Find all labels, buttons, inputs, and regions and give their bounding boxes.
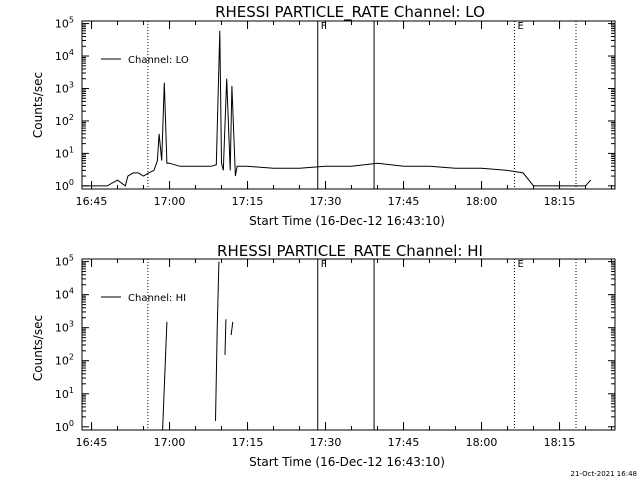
x-tick-label: 17:00 xyxy=(154,195,186,208)
x-ticks-hi: 16:45 17:00 17:15 17:30 17:45 18:00 18:15 xyxy=(76,259,613,449)
y-tick-label: 104 xyxy=(55,287,74,302)
y-tick-label: 101 xyxy=(55,145,74,160)
y-tick-base: 10 xyxy=(55,147,69,160)
y-tick-label: 102 xyxy=(55,113,74,128)
y-tick-exponent: 1 xyxy=(69,145,74,154)
y-tick-base: 10 xyxy=(55,355,69,368)
y-tick-base: 10 xyxy=(55,322,69,335)
series-line xyxy=(224,319,227,355)
y-tick-label: 102 xyxy=(55,353,74,368)
x-tick-label: 17:45 xyxy=(388,436,420,449)
y-tick-exponent: 3 xyxy=(69,320,74,329)
data-series-lo xyxy=(82,30,592,187)
y-tick-base: 10 xyxy=(55,82,69,95)
y-tick-base: 10 xyxy=(55,115,69,128)
event-marker-label: E xyxy=(517,21,523,32)
x-tick-label: 16:45 xyxy=(76,195,108,208)
y-tick-exponent: 3 xyxy=(69,80,74,89)
y-tick-label: 105 xyxy=(55,16,74,31)
series-line xyxy=(230,321,234,336)
vertical-lines-lo xyxy=(147,21,577,189)
y-tick-exponent: 5 xyxy=(69,16,74,25)
series-line xyxy=(162,321,168,431)
x-tick-label: 18:00 xyxy=(466,195,498,208)
x-ticks-lo: 16:45 17:00 17:15 17:30 17:45 18:00 18:15 xyxy=(76,21,613,208)
y-tick-exponent: 2 xyxy=(69,113,74,122)
legend-label-hi: Channel: HI xyxy=(128,293,186,304)
chart-title-hi: RHESSI PARTICLE_RATE Channel: HI xyxy=(217,242,483,261)
y-tick-base: 10 xyxy=(55,289,69,302)
y-tick-exponent: 4 xyxy=(69,287,74,296)
y-tick-label: 104 xyxy=(55,48,74,63)
y-tick-exponent: 2 xyxy=(69,353,74,362)
x-tick-label: 18:15 xyxy=(544,195,576,208)
x-axis-label-lo: Start Time (16-Dec-12 16:43:10) xyxy=(249,214,445,228)
y-tick-label: 101 xyxy=(55,386,74,401)
legend-lo: Channel: LO xyxy=(101,55,189,66)
x-tick-label: 17:15 xyxy=(232,436,264,449)
x-tick-label: 16:45 xyxy=(76,436,108,449)
y-tick-base: 10 xyxy=(55,180,69,193)
plot-frame-hi xyxy=(81,258,616,431)
series-line xyxy=(82,30,592,187)
x-tick-label: 18:00 xyxy=(466,436,498,449)
y-axis-label-hi: Counts/sec xyxy=(31,315,45,381)
y-tick-exponent: 4 xyxy=(69,48,74,57)
plot-frame-lo xyxy=(81,20,616,190)
y-tick-base: 10 xyxy=(55,388,69,401)
y-axis-label-lo: Counts/sec xyxy=(31,72,45,138)
y-tick-exponent: 1 xyxy=(69,386,74,395)
x-axis-label-hi: Start Time (16-Dec-12 16:43:10) xyxy=(249,455,445,469)
y-tick-exponent: 0 xyxy=(69,419,74,428)
y-tick-base: 10 xyxy=(55,421,69,434)
y-tick-label: 105 xyxy=(55,254,74,269)
x-tick-label: 17:15 xyxy=(232,195,264,208)
event-marker-label: F xyxy=(321,21,327,32)
legend-hi: Channel: HI xyxy=(101,293,186,304)
legend-label-lo: Channel: LO xyxy=(128,55,189,66)
y-tick-label: 103 xyxy=(55,80,74,95)
series-line xyxy=(215,261,220,422)
x-tick-label: 17:00 xyxy=(154,436,186,449)
y-tick-label: 100 xyxy=(55,419,74,434)
footer-timestamp: 21-Oct-2021 16:48 xyxy=(571,470,637,478)
x-tick-label: 17:30 xyxy=(310,436,342,449)
y-tick-label: 103 xyxy=(55,320,74,335)
data-series-hi xyxy=(162,261,234,431)
x-tick-label: 18:15 xyxy=(544,436,576,449)
chart-title-lo: RHESSI PARTICLE_RATE Channel: LO xyxy=(215,3,485,22)
y-tick-base: 10 xyxy=(55,18,69,31)
x-tick-label: 17:30 xyxy=(310,195,342,208)
y-tick-base: 10 xyxy=(55,50,69,63)
vertical-lines-hi xyxy=(147,259,577,430)
event-marker-label: E xyxy=(517,259,523,270)
y-tick-exponent: 5 xyxy=(69,254,74,263)
y-tick-label: 100 xyxy=(55,178,74,193)
event-marker-label: F xyxy=(321,259,327,270)
y-tick-base: 10 xyxy=(55,256,69,269)
y-tick-exponent: 0 xyxy=(69,178,74,187)
x-tick-label: 17:45 xyxy=(388,195,420,208)
